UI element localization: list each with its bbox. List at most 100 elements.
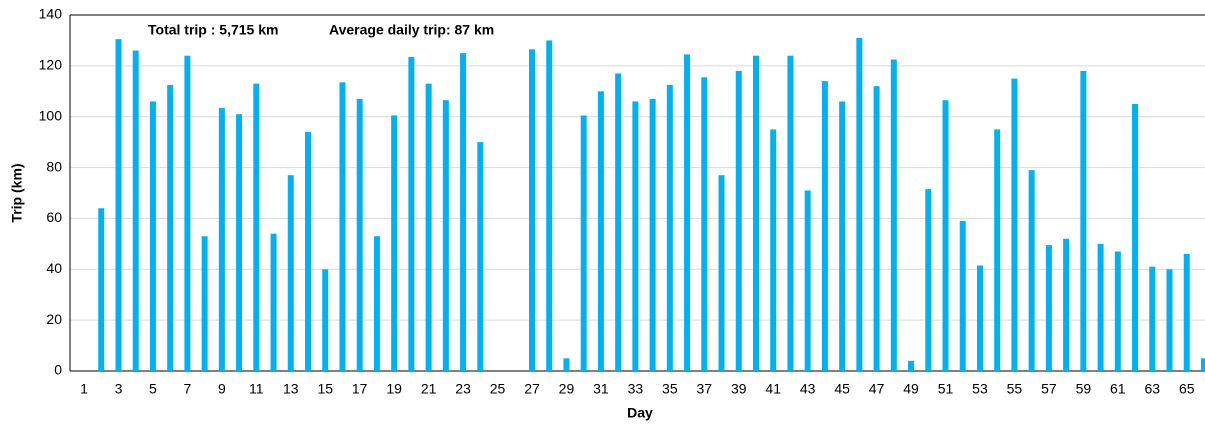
bar [908, 360, 915, 371]
bar [770, 129, 777, 371]
x-tick-label: 37 [697, 381, 713, 397]
x-tick-label: 23 [455, 381, 471, 397]
bar [98, 208, 105, 371]
bar [684, 54, 691, 372]
bar [477, 142, 484, 371]
bar [460, 53, 467, 372]
bar [1080, 70, 1087, 371]
bar [425, 83, 432, 372]
x-tick-label: 51 [938, 381, 954, 397]
y-axis-label: Trip (km) [9, 163, 25, 222]
bar [373, 236, 380, 371]
bar [873, 86, 880, 371]
bar [322, 269, 329, 371]
bar [184, 55, 191, 371]
bar [305, 131, 312, 371]
bar [787, 55, 794, 371]
x-tick-label: 3 [115, 381, 123, 397]
bar [408, 56, 415, 371]
x-tick-label: 53 [972, 381, 988, 397]
x-tick-label: 57 [1041, 381, 1057, 397]
bar [615, 73, 622, 371]
bar [597, 91, 604, 372]
bar [391, 115, 398, 371]
y-tick-label: 100 [39, 107, 63, 123]
bar [632, 101, 639, 371]
x-tick-label: 43 [800, 381, 816, 397]
x-tick-label: 55 [1007, 381, 1023, 397]
bar [270, 233, 277, 371]
x-tick-label: 17 [352, 381, 368, 397]
bar [925, 189, 932, 371]
y-tick-label: 40 [46, 260, 62, 276]
bar [287, 175, 294, 371]
x-tick-label: 13 [283, 381, 299, 397]
bar [1045, 245, 1052, 371]
x-tick-label: 45 [834, 381, 850, 397]
bar [1114, 251, 1121, 371]
y-tick-label: 120 [39, 57, 63, 73]
bar [339, 82, 346, 371]
x-tick-label: 7 [183, 381, 191, 397]
bar [718, 175, 725, 371]
bar [976, 265, 983, 371]
x-tick-label: 21 [421, 381, 437, 397]
bar [253, 83, 260, 372]
x-tick-label: 1 [80, 381, 88, 397]
bar [649, 98, 656, 372]
x-tick-label: 41 [765, 381, 781, 397]
x-tick-label: 39 [731, 381, 747, 397]
bar [442, 100, 449, 371]
annotation: Average daily trip: 87 km [329, 22, 494, 38]
x-tick-label: 11 [249, 381, 264, 397]
bar [563, 358, 570, 371]
bar [167, 84, 174, 371]
x-tick-label: 25 [490, 381, 506, 397]
bar [959, 220, 966, 371]
bar [1149, 266, 1156, 371]
y-tick-label: 20 [46, 311, 62, 327]
x-tick-label: 61 [1110, 381, 1126, 397]
x-tick-label: 19 [386, 381, 402, 397]
bar [804, 190, 811, 371]
bar [839, 101, 846, 371]
bar [821, 81, 828, 371]
x-tick-label: 31 [593, 381, 609, 397]
bar [528, 49, 535, 371]
bar [701, 77, 708, 372]
bar [201, 236, 208, 371]
bar [666, 84, 673, 371]
bar [856, 37, 863, 372]
bar [1063, 238, 1070, 371]
x-tick-label: 15 [317, 381, 333, 397]
bar [942, 100, 949, 371]
bar [580, 115, 587, 371]
x-tick-label: 65 [1179, 381, 1195, 397]
x-tick-label: 29 [559, 381, 575, 397]
bar [735, 70, 742, 371]
bar [115, 39, 122, 372]
bar [1200, 358, 1205, 371]
bar [218, 107, 225, 372]
bar [1132, 104, 1139, 371]
x-tick-label: 27 [524, 381, 540, 397]
y-tick-label: 140 [39, 6, 63, 22]
bar [1011, 78, 1018, 372]
x-tick-label: 59 [1076, 381, 1092, 397]
x-tick-label: 5 [149, 381, 157, 397]
annotation: Total trip : 5,715 km [148, 22, 278, 38]
bar [236, 114, 243, 372]
bar [149, 101, 156, 371]
x-axis-label: Day [627, 405, 653, 421]
y-tick-label: 0 [54, 362, 62, 378]
x-tick-label: 47 [869, 381, 885, 397]
bar [890, 59, 897, 371]
x-tick-label: 63 [1144, 381, 1160, 397]
bar [1166, 269, 1173, 371]
bar [752, 55, 759, 371]
bar [1028, 170, 1035, 371]
y-tick-label: 60 [46, 209, 62, 225]
x-tick-label: 35 [662, 381, 678, 397]
